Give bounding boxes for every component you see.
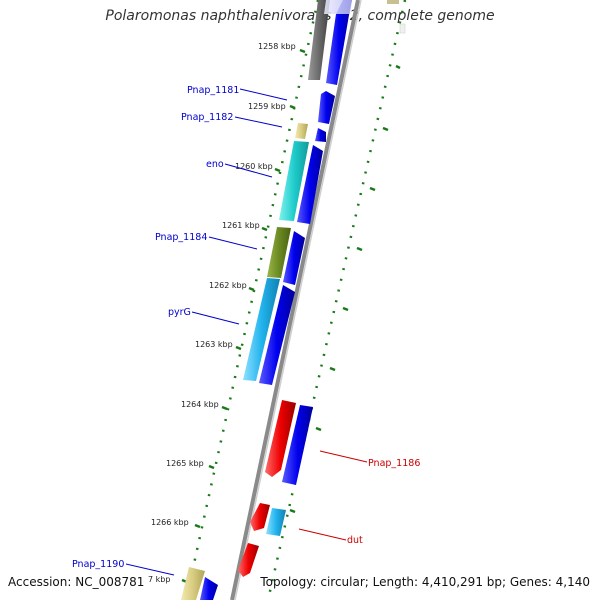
tick-label: 1264 kbp [181, 400, 219, 409]
tick-label: 1259 kbp [248, 102, 286, 111]
cds-arrow-lav[interactable] [324, 0, 352, 14]
cds-arrow[interactable] [282, 405, 313, 485]
gene-label: eno [206, 159, 224, 170]
gene-label: dut [347, 535, 363, 546]
tick-labels: 1258 kbp 1259 kbp 1260 kbp 1261 kbp 1262… [148, 42, 296, 584]
tick-label: 1262 kbp [209, 281, 247, 290]
cds-arrow-cyan[interactable] [266, 508, 286, 536]
gene-label: Pnap_1186 [368, 458, 420, 469]
cds-arrow[interactable] [318, 91, 335, 124]
cds-arrow[interactable] [200, 577, 218, 600]
top-feature[interactable] [387, 0, 399, 4]
cds-arrow[interactable] [297, 145, 323, 224]
tick-label: 1261 kbp [222, 221, 260, 230]
topology-text: Topology: circular; Length: 4,410,291 bp… [260, 575, 590, 589]
gc-ring-outer-dashes [289, 64, 401, 514]
leader-line [125, 563, 175, 576]
gene-bottom-khaki[interactable] [181, 567, 205, 600]
gene-label: Pnap_1181 [187, 85, 239, 96]
inner-tick-marks [181, 48, 306, 584]
tick-label: 1265 kbp [166, 459, 204, 468]
leader-line [191, 311, 240, 325]
cds-arrow-rev[interactable] [250, 503, 270, 531]
leader-line [234, 116, 283, 128]
leader-line [208, 236, 258, 250]
tick-label: 1263 kbp [195, 340, 233, 349]
tick-label: 1260 kbp [235, 162, 273, 171]
tick-label: 7 kbp [148, 575, 170, 584]
gene-label: Pnap_1184 [155, 232, 207, 243]
leader-line [298, 528, 347, 541]
gene-labels-left: Pnap_1181 Pnap_1182 eno Pnap_1184 pyrG P… [72, 85, 288, 576]
cds-arrow-rev[interactable] [238, 543, 259, 577]
gene-label: pyrG [168, 307, 191, 318]
cds-arrow[interactable] [315, 128, 326, 142]
gene-eno[interactable] [279, 141, 309, 221]
feature-ring[interactable] [181, 0, 330, 600]
map-title: Polaromonas naphthalenivorans CJ2, compl… [105, 8, 495, 24]
leader-line [319, 450, 368, 463]
cds-ring[interactable] [200, 0, 352, 600]
gene-label: Pnap_1182 [181, 112, 233, 123]
cds-arrow[interactable] [283, 231, 305, 285]
gene-labels-right: Pnap_1186 dut [298, 450, 420, 546]
gene-label: Pnap_1190 [72, 559, 124, 570]
cds-arrow-rev[interactable] [265, 400, 296, 477]
genome-backbone-shadow [234, 0, 362, 600]
gene-gray[interactable] [308, 0, 330, 80]
gene-khaki[interactable] [295, 123, 308, 139]
tick-label: 1266 kbp [151, 518, 189, 527]
leader-line [239, 88, 288, 101]
gene-pnap1184[interactable] [267, 227, 291, 278]
cds-arrow[interactable] [259, 285, 295, 385]
gene-pyrg[interactable] [243, 278, 280, 381]
tick-label: 1258 kbp [258, 42, 296, 51]
top-feature[interactable] [399, 23, 406, 34]
leader-line [224, 163, 273, 178]
cds-arrow[interactable] [326, 0, 352, 85]
genome-backbone [230, 0, 360, 600]
accession-text: Accession: NC_008781 [8, 575, 145, 589]
